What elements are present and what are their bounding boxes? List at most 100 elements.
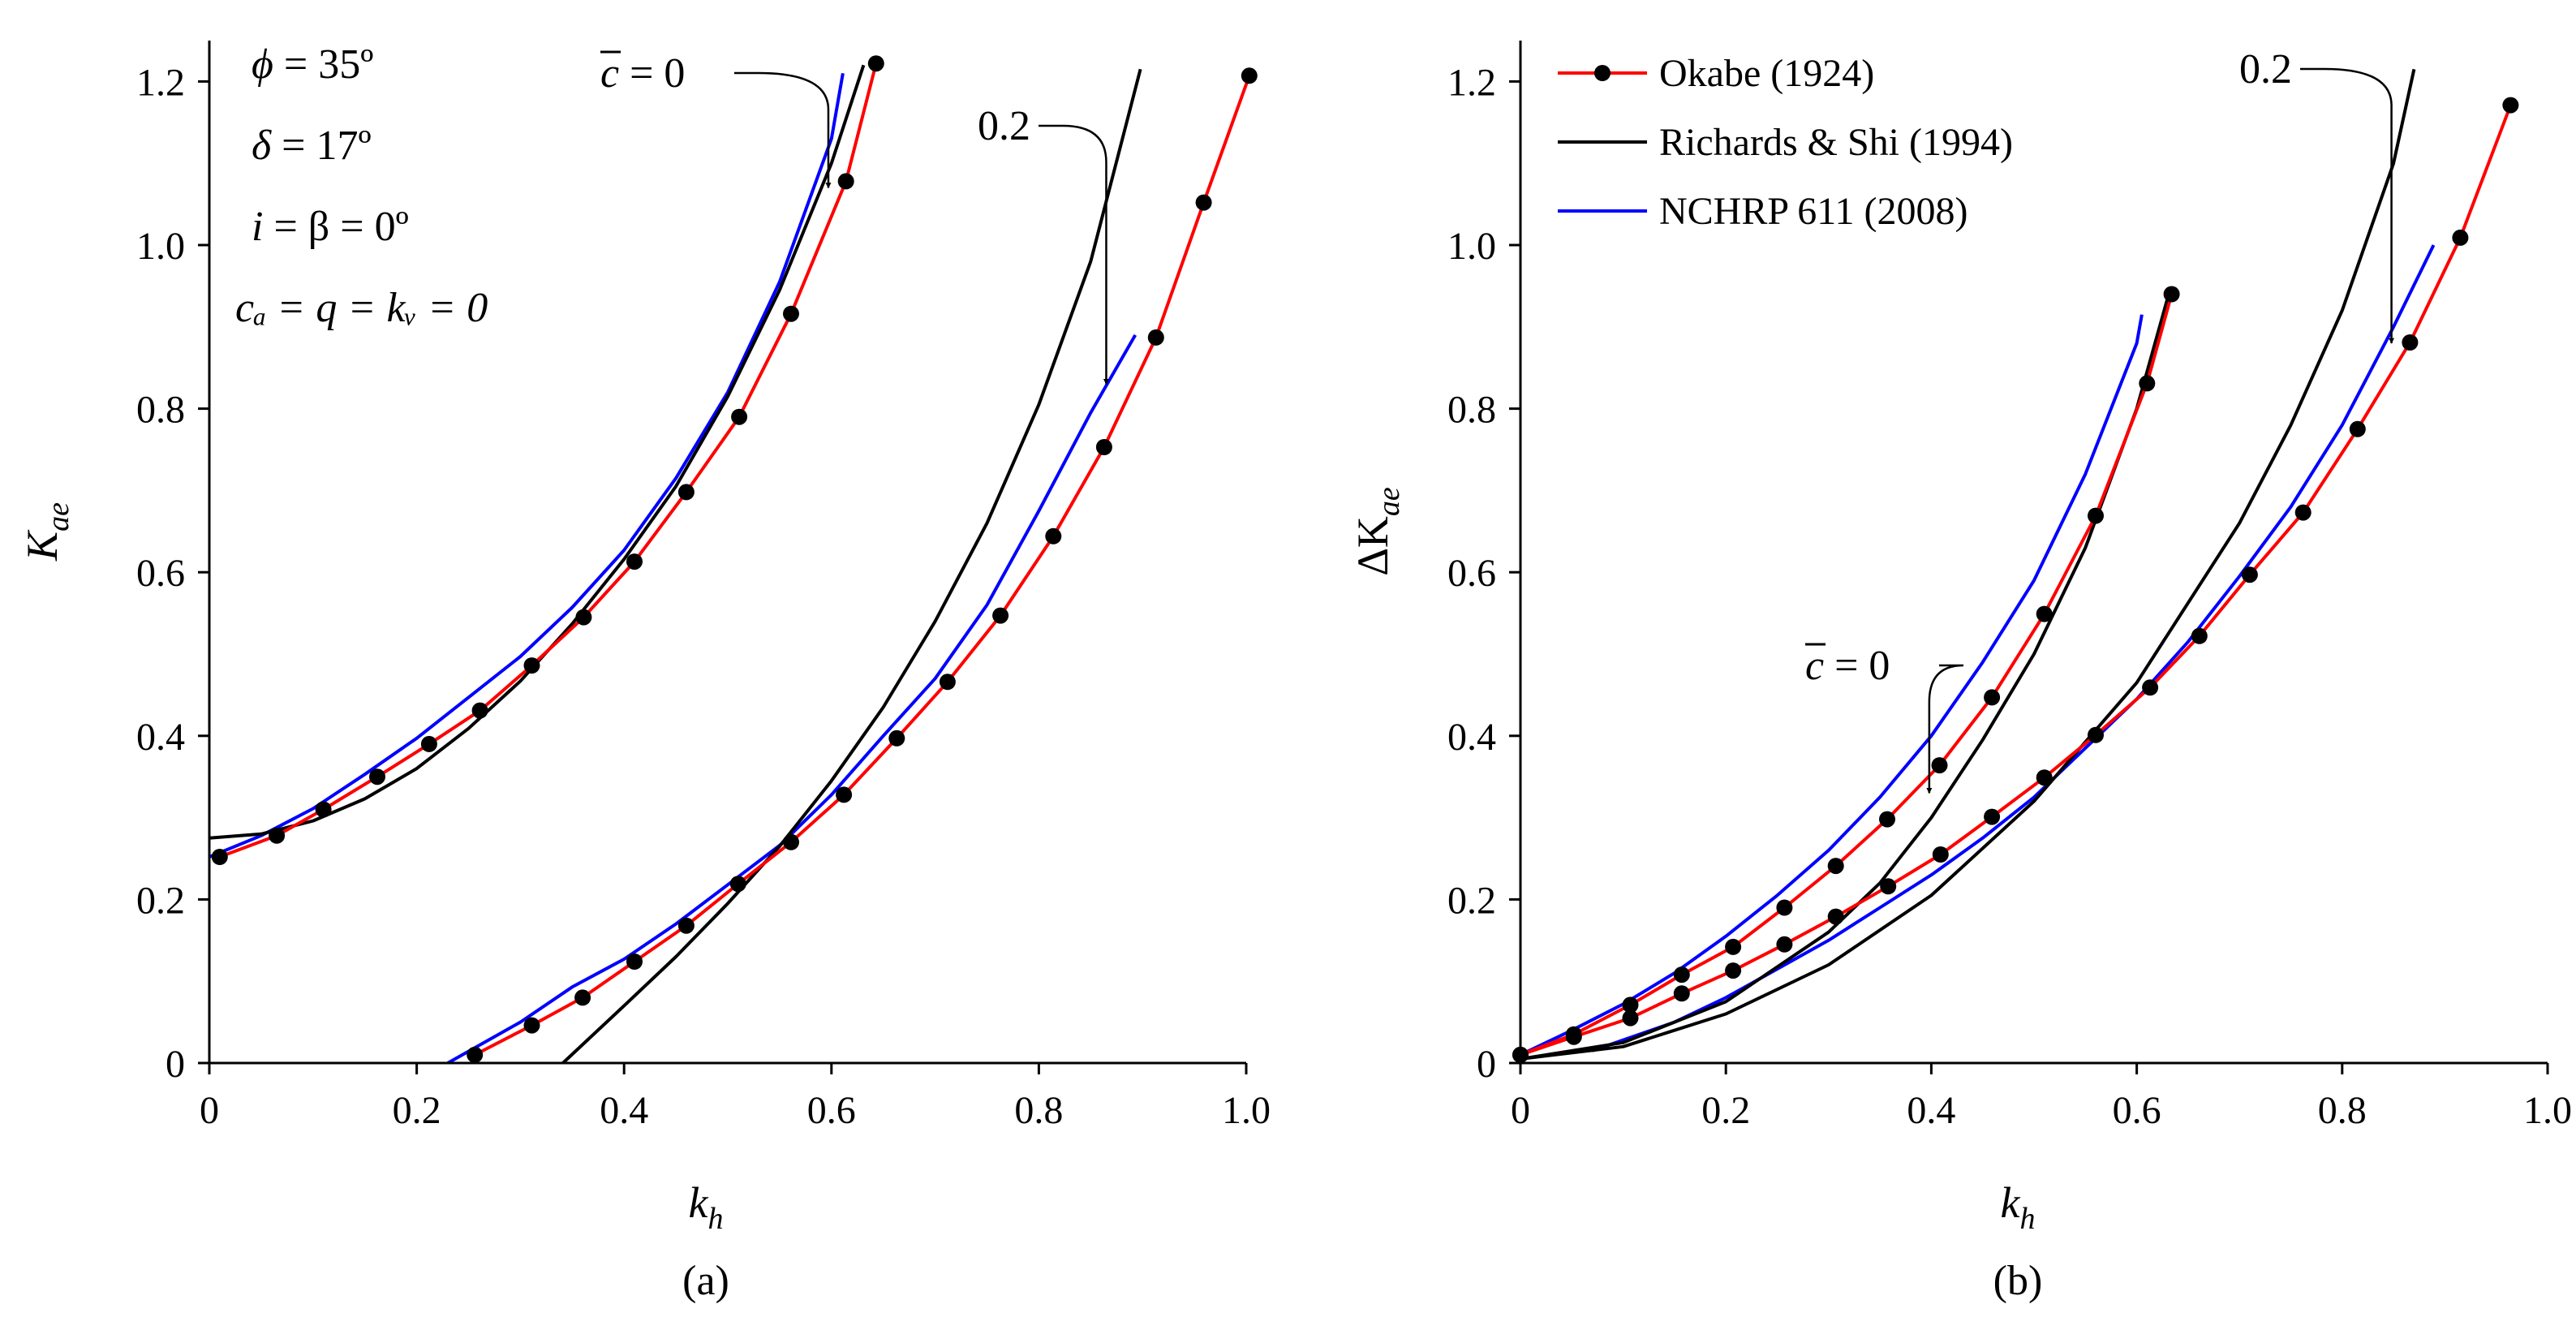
y-tick-labels: 0 0.2 0.4 0.6 0.8 1.0 1.2 (1447, 61, 1496, 1086)
x-tick-label: 0 (200, 1089, 219, 1132)
data-point (836, 786, 853, 803)
data-point (574, 989, 591, 1006)
data-point (269, 827, 286, 844)
data-point (783, 305, 799, 322)
legend-entry-nchrp: NCHRP 611 (2008) (1558, 190, 1967, 233)
data-point (626, 953, 643, 970)
data-point (1827, 908, 1844, 925)
data-point (677, 484, 695, 501)
data-point (1565, 1028, 1582, 1045)
data-point (2452, 229, 2469, 246)
param-delta: δ = 17º (252, 123, 372, 169)
data-point (2036, 605, 2053, 622)
x-tick-label: 0.8 (1014, 1089, 1063, 1132)
series-line-richards-shi-1994-c02 (561, 68, 1142, 1065)
data-point (369, 768, 385, 786)
x-tick-label: 0.4 (1907, 1089, 1955, 1132)
annotations: c = 0 0.2 (1805, 46, 2395, 794)
data-point (1725, 962, 1742, 979)
series-line-okabe-1924-c02 (1520, 104, 2513, 1057)
y-tick-label: 0.4 (136, 716, 185, 759)
x-tick-labels: 0 0.2 0.4 0.6 0.8 1.0 (1511, 1089, 2572, 1132)
data-point (2241, 566, 2258, 583)
x-tick-label: 1.0 (2523, 1089, 2572, 1132)
series-line-okabe-1924-c0 (1520, 293, 2174, 1057)
series-group (209, 55, 1258, 1065)
data-point (1776, 899, 1793, 916)
x-tick-label: 0.6 (807, 1089, 856, 1132)
annotation-c-bar-zero: c = 0 (1805, 643, 1964, 794)
x-tick-label: 0.2 (393, 1089, 441, 1132)
data-point (1932, 846, 1949, 863)
data-point (888, 730, 905, 747)
y-tick-label: 0.8 (1447, 389, 1496, 432)
annotations: c = 0 0.2 (600, 50, 1109, 385)
data-point (1673, 985, 1690, 1002)
y-axis-label: Kae (18, 502, 75, 562)
data-point (1147, 329, 1164, 346)
data-point (2036, 769, 2053, 786)
data-point (471, 702, 488, 719)
legend-label-nchrp: NCHRP 611 (2008) (1659, 190, 1967, 233)
data-point (2139, 375, 2156, 392)
annotation-label: c = 0 (1805, 643, 1890, 689)
data-point (2088, 726, 2104, 743)
y-tick-label: 1.2 (1447, 61, 1496, 104)
data-point (523, 1017, 540, 1034)
data-point (1095, 439, 1112, 455)
data-point (729, 876, 746, 893)
series-line-okabe-1924-c02 (474, 75, 1251, 1057)
data-point (1725, 938, 1742, 955)
param-i-beta: i = β = 0º (252, 204, 409, 250)
data-point (211, 849, 228, 865)
annotation-c-bar-zero: c = 0 (600, 50, 832, 189)
x-tick-label: 0 (1511, 1089, 1530, 1132)
data-point (2088, 507, 2104, 524)
data-point (1984, 689, 2001, 706)
y-tick-label: 0 (166, 1043, 185, 1086)
param-phi: ϕ = 35º (252, 41, 373, 88)
y-tick-label: 0.8 (136, 389, 185, 432)
data-point (1776, 936, 1793, 953)
series-line-nchrp-611-2008-c02 (446, 334, 1137, 1065)
annotation-arrow (734, 71, 832, 189)
data-point (1673, 966, 1690, 984)
annotation-label: 0.2 (978, 103, 1030, 149)
y-tick-label: 0.6 (136, 552, 185, 595)
annotation-arrow (1039, 124, 1109, 385)
data-point (2163, 286, 2180, 303)
legend-marker-okabe (1594, 65, 1611, 81)
data-point (1045, 527, 1062, 544)
data-point (315, 801, 332, 818)
data-point (2502, 97, 2519, 114)
x-tick-label: 0.2 (1701, 1089, 1750, 1132)
data-point (837, 173, 854, 190)
y-tick-label: 0 (1477, 1043, 1496, 1086)
data-point (731, 408, 748, 425)
x-tick-label: 0.4 (600, 1089, 648, 1132)
data-point (467, 1046, 484, 1063)
data-point (575, 609, 592, 626)
x-tick-label: 0.8 (2318, 1089, 2367, 1132)
data-point (420, 735, 437, 752)
panel-b: 0 0.2 0.4 0.6 0.8 1.0 0 0.2 0.4 0.6 0.8 1.0 1.2 c =… (1348, 41, 2572, 1304)
series-line-nchrp-611-2008-c0 (209, 72, 845, 859)
axes (1509, 41, 2549, 1074)
data-point (1241, 67, 1258, 84)
data-point (1879, 811, 1895, 828)
data-point (523, 657, 540, 674)
legend-label-richards-shi: Richards & Shi (1994) (1659, 121, 2013, 164)
legend: Okabe (1924) Richards & Shi (1994) NCHRP… (1558, 52, 2013, 233)
annotation-arrow (2300, 67, 2395, 344)
data-point (2349, 420, 2366, 437)
annotation-c-bar-02: 0.2 (978, 103, 1109, 385)
parameter-text: ϕ = 35º δ = 17º i = β = 0º cₐ = q = kᵥ =… (235, 41, 488, 331)
data-point (2402, 334, 2419, 351)
data-point (626, 553, 643, 570)
data-point (677, 917, 695, 934)
panel-a: 0 0.2 0.4 0.6 0.8 1.0 0 0.2 0.4 0.6 0.8 1.0 1.2 c =… (18, 41, 1271, 1304)
data-point (1931, 757, 1948, 774)
annotation-label: 0.2 (2239, 46, 2292, 93)
data-point (992, 607, 1009, 624)
